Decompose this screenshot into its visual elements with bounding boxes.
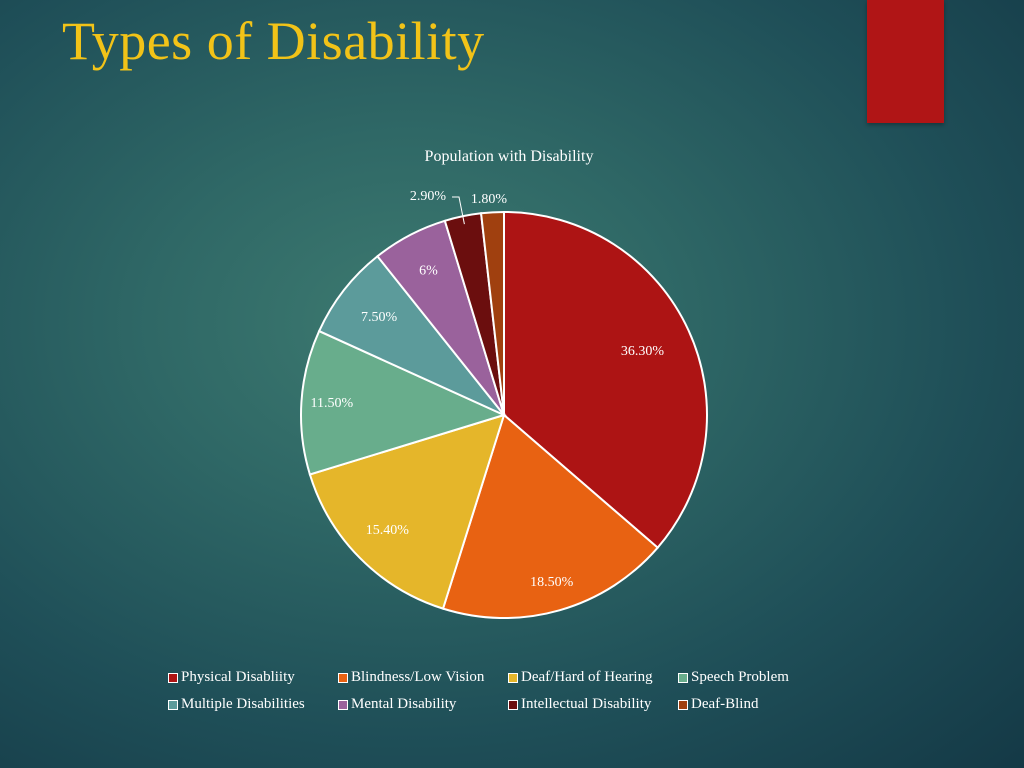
legend-label-multiple-disabilities: Multiple Disabilities <box>181 696 305 712</box>
legend-swatch-speech-problem <box>678 672 688 683</box>
data-label-physical-disabliity: 36.30% <box>621 344 665 359</box>
data-label-blindness-low-vision: 18.50% <box>530 575 574 590</box>
legend-label-deaf-blind: Deaf-Blind <box>691 696 759 712</box>
data-label-deaf-blind: 1.80% <box>471 192 508 207</box>
legend-item-multiple-disabilities: Multiple Disabilities <box>168 695 338 714</box>
legend-label-speech-problem: Speech Problem <box>691 669 789 685</box>
legend-item-physical-disabliity: Physical Disabliity <box>168 668 338 687</box>
accent-tab <box>867 0 944 123</box>
legend-item-deaf-hard-of-hearing: Deaf/Hard of Hearing <box>508 668 678 687</box>
legend-item-mental-disability: Mental Disability <box>338 695 508 714</box>
legend-swatch-multiple-disabilities <box>168 699 178 710</box>
pie-slice-deaf-blind <box>479 210 505 416</box>
legend-label-mental-disability: Mental Disability <box>351 696 457 712</box>
legend-item-blindness-low-vision: Blindness/Low Vision <box>338 668 508 687</box>
legend-swatch-deaf-hard-of-hearing <box>508 672 518 683</box>
legend-item-intellectual-disability: Intellectual Disability <box>508 695 678 714</box>
pie-slice-multiple-disabilities <box>317 254 505 416</box>
legend-item-speech-problem: Speech Problem <box>678 668 848 687</box>
legend-label-deaf-hard-of-hearing: Deaf/Hard of Hearing <box>521 669 653 685</box>
legend-swatch-mental-disability <box>338 699 348 710</box>
chart-legend: Physical Disabliity Blindness/Low Vision D… <box>168 668 848 714</box>
data-label-speech-problem: 11.50% <box>310 396 353 411</box>
chart-title: Population with Disability <box>424 148 594 165</box>
data-label-intellectual-disability: 2.90% <box>410 189 447 204</box>
legend-swatch-blindness-low-vision <box>338 672 348 683</box>
pie-slice-physical-disabliity <box>503 210 708 550</box>
pie-slice-speech-problem <box>300 329 507 476</box>
leader-line-intellectual-disability <box>452 196 465 225</box>
legend-label-intellectual-disability: Intellectual Disability <box>521 696 652 712</box>
legend-swatch-intellectual-disability <box>508 699 518 710</box>
pie-slice-deaf-hard-of-hearing <box>308 413 506 610</box>
slide-title: Types of Disability <box>62 11 485 71</box>
legend-label-blindness-low-vision: Blindness/Low Vision <box>351 669 485 685</box>
data-label-deaf-hard-of-hearing: 15.40% <box>366 523 410 538</box>
pie-slice-blindness-low-vision <box>441 413 660 619</box>
legend-swatch-deaf-blind <box>678 699 688 710</box>
data-label-multiple-disabilities: 7.50% <box>361 310 398 325</box>
data-label-mental-disability: 6% <box>419 264 438 279</box>
legend-swatch-physical-disabliity <box>168 672 178 683</box>
legend-label-physical-disabliity: Physical Disabliity <box>181 669 295 685</box>
legend-item-deaf-blind: Deaf-Blind <box>678 695 848 714</box>
